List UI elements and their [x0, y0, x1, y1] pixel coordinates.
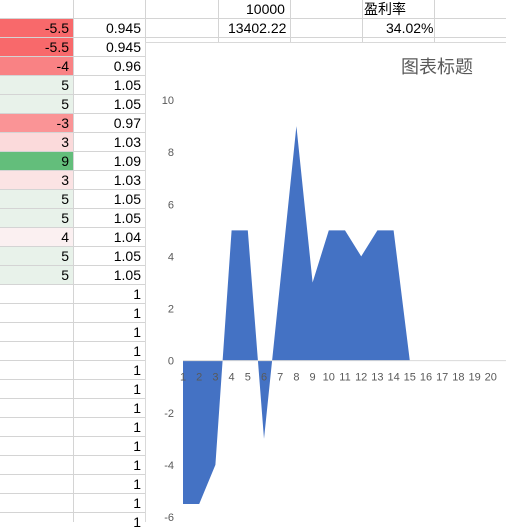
table-cell-change[interactable]: 5 — [0, 209, 73, 227]
y-tick-label: 10 — [162, 95, 174, 107]
x-tick-label: 16 — [420, 372, 432, 384]
table-cell-multiplier[interactable]: 1 — [133, 305, 141, 321]
x-tick-label: 8 — [293, 372, 299, 384]
table-cell-change[interactable] — [0, 323, 73, 341]
table-cell-multiplier[interactable]: 1 — [133, 343, 141, 359]
table-cell-change[interactable] — [0, 513, 73, 531]
area-chart[interactable]: 图表标题 10 8 6 4 2 0 -2 -4 -6 1 2 3 4 5 6 7 8 9 10 11 12 13 14 15 1… — [145, 42, 506, 523]
table-cell-multiplier[interactable]: 1.05 — [113, 267, 141, 283]
x-tick-label: 12 — [355, 372, 367, 384]
table-cell-change[interactable] — [0, 361, 73, 379]
x-tick-label: 4 — [229, 372, 235, 384]
table-cell-multiplier[interactable]: 1 — [133, 419, 141, 435]
table-cell-multiplier[interactable]: 1 — [133, 324, 141, 340]
x-tick-label: 18 — [452, 372, 464, 384]
table-cell-change[interactable]: -3 — [0, 114, 73, 132]
table-cell-change[interactable]: -5.5 — [0, 19, 73, 37]
x-tick-label: 11 — [339, 372, 350, 384]
table-cell-change[interactable] — [0, 494, 73, 512]
y-tick-label: -6 — [164, 512, 174, 523]
table-cell-change[interactable]: 5 — [0, 76, 73, 94]
table-cell-change[interactable] — [0, 342, 73, 360]
table-cell-change[interactable] — [0, 456, 73, 474]
capital-cell[interactable]: 10000 — [246, 1, 285, 17]
y-tick-label: 0 — [168, 356, 174, 368]
table-cell-change[interactable]: -4 — [0, 57, 73, 75]
table-cell-multiplier[interactable]: 1.03 — [113, 134, 141, 150]
table-cell-multiplier[interactable]: 1 — [133, 514, 141, 530]
row-gridline — [0, 37, 506, 38]
x-tick-label: 3 — [212, 372, 218, 384]
table-cell-multiplier[interactable]: 1 — [133, 438, 141, 454]
table-cell-change[interactable]: 9 — [0, 152, 73, 170]
x-tick-label: 10 — [323, 372, 335, 384]
table-cell-multiplier[interactable]: 1 — [133, 381, 141, 397]
x-tick-label: 17 — [436, 372, 448, 384]
y-tick-label: -2 — [164, 408, 174, 420]
table-cell-multiplier[interactable]: 0.945 — [105, 20, 141, 36]
table-cell-multiplier[interactable]: 0.945 — [105, 39, 141, 55]
table-cell-multiplier[interactable]: 0.96 — [113, 58, 141, 74]
table-cell-multiplier[interactable]: 1 — [133, 362, 141, 378]
table-cell-multiplier[interactable]: 1.04 — [113, 229, 141, 245]
table-cell-change[interactable]: 5 — [0, 247, 73, 265]
table-cell-change[interactable]: 5 — [0, 190, 73, 208]
x-tick-label: 13 — [371, 372, 383, 384]
table-cell-change[interactable] — [0, 399, 73, 417]
table-cell-multiplier[interactable]: 1.03 — [113, 172, 141, 188]
table-cell-change[interactable] — [0, 475, 73, 493]
series-area — [183, 126, 491, 504]
table-cell-multiplier[interactable]: 1 — [133, 495, 141, 511]
table-cell-multiplier[interactable]: 1.09 — [113, 153, 141, 169]
table-cell-change[interactable] — [0, 380, 73, 398]
table-cell-change[interactable] — [0, 304, 73, 322]
table-cell-change[interactable] — [0, 285, 73, 303]
y-tick-label: 6 — [168, 199, 174, 211]
table-cell-multiplier[interactable]: 0.97 — [113, 115, 141, 131]
table-cell-multiplier[interactable]: 1 — [133, 476, 141, 492]
table-cell-change[interactable]: 3 — [0, 133, 73, 151]
column-gridline — [73, 0, 74, 522]
table-cell-multiplier[interactable]: 1.05 — [113, 96, 141, 112]
table-cell-multiplier[interactable]: 1.05 — [113, 191, 141, 207]
x-tick-label: 19 — [468, 372, 480, 384]
x-tick-label: 1 — [180, 372, 186, 384]
x-tick-label: 7 — [277, 372, 283, 384]
chart-title: 图表标题 — [401, 57, 473, 77]
table-cell-multiplier[interactable]: 1.05 — [113, 210, 141, 226]
table-cell-change[interactable]: 5 — [0, 95, 73, 113]
table-cell-multiplier[interactable]: 1 — [133, 457, 141, 473]
table-cell-multiplier[interactable]: 1 — [133, 286, 141, 302]
table-cell-multiplier[interactable]: 1.05 — [113, 248, 141, 264]
y-tick-label: -4 — [164, 460, 174, 472]
table-cell-change[interactable] — [0, 437, 73, 455]
table-cell-change[interactable] — [0, 418, 73, 436]
profit-label-cell[interactable]: 盈利率 — [364, 1, 406, 17]
profit-rate-cell[interactable]: 34.02% — [386, 20, 434, 36]
table-cell-change[interactable]: -5.5 — [0, 38, 73, 56]
x-tick-label: 20 — [485, 372, 497, 384]
table-cell-change[interactable]: 4 — [0, 228, 73, 246]
table-cell-multiplier[interactable]: 1.05 — [113, 77, 141, 93]
x-tick-label: 15 — [404, 372, 416, 384]
final-value-cell[interactable]: 13402.22 — [228, 20, 287, 36]
row-gridline — [0, 18, 506, 19]
table-cell-change[interactable]: 3 — [0, 171, 73, 189]
x-tick-label: 5 — [245, 372, 251, 384]
table-cell-multiplier[interactable]: 1 — [133, 400, 141, 416]
y-tick-label: 8 — [168, 147, 174, 159]
y-tick-label: 4 — [168, 251, 174, 263]
y-tick-label: 2 — [168, 304, 174, 316]
x-tick-label: 14 — [387, 372, 399, 384]
x-tick-label: 2 — [196, 372, 202, 384]
x-tick-label: 9 — [310, 372, 316, 384]
table-cell-change[interactable]: 5 — [0, 266, 73, 284]
x-tick-label: 6 — [261, 372, 267, 384]
